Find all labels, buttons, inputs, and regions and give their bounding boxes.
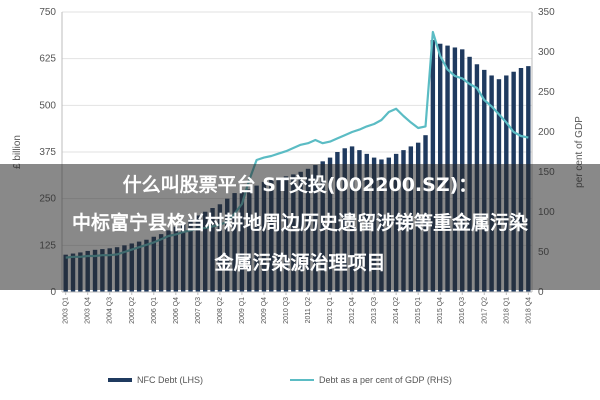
y-tick-label-right: 300 <box>538 47 555 58</box>
x-tick-label: 2017 Q2 <box>481 297 488 324</box>
y-axis-title-right: per cent of GDP <box>574 116 585 188</box>
y-tick-label-left: 625 <box>39 54 56 65</box>
x-tick-label: 2003 Q4 <box>85 297 92 324</box>
x-tick-label: 2009 Q1 <box>239 297 246 324</box>
x-tick-label: 2007 Q3 <box>195 297 202 324</box>
x-tick-label: 2018 Q4 <box>525 297 532 324</box>
headline-line-2: 中标富宁县格当村耕地周边历史遗留涉锑等重金属污染 <box>71 212 528 234</box>
x-tick-label: 2004 Q3 <box>107 297 114 324</box>
x-tick-label: 2015 Q4 <box>437 297 444 324</box>
x-tick-label: 2016 Q3 <box>459 297 466 324</box>
y-tick-label-left: 500 <box>39 100 56 111</box>
x-tick-label: 2013 Q3 <box>371 297 378 324</box>
x-tick-label: 2015 Q1 <box>415 297 422 324</box>
y-tick-label-right: 250 <box>538 87 555 98</box>
y-tick-label-right: 350 <box>538 7 555 18</box>
x-tick-label: 2006 Q1 <box>151 297 158 324</box>
legend-label-bars: NFC Debt (LHS) <box>137 375 203 385</box>
headline-line-1: 什么叫股票平台 ST交投(002200.SZ)： <box>122 174 478 196</box>
legend-label-line: Debt as a per cent of GDP (RHS) <box>319 375 452 385</box>
x-tick-label: 2008 Q2 <box>217 297 224 324</box>
x-tick-label: 2012 Q4 <box>349 297 356 324</box>
headline-overlay[interactable]: 什么叫股票平台 ST交投(002200.SZ)： 中标富宁县格当村耕地周边历史遗… <box>0 164 600 290</box>
x-tick-label: 2005 Q2 <box>129 297 136 324</box>
x-tick-label: 2014 Q2 <box>393 297 400 324</box>
y-tick-label-left: 375 <box>39 147 56 158</box>
x-tick-label: 2009 Q4 <box>261 297 268 324</box>
y-axis-title-left: £ billion <box>12 135 23 169</box>
y-tick-label-right: 200 <box>538 127 555 138</box>
x-tick-label: 2018 Q1 <box>503 297 510 324</box>
x-tick-label: 2011 Q2 <box>305 297 312 323</box>
x-tick-label: 2006 Q4 <box>173 297 180 324</box>
x-tick-label: 2003 Q1 <box>63 297 70 324</box>
x-tick-label: 2012 Q1 <box>327 297 334 324</box>
legend: NFC Debt (LHS) Debt as a per cent of GDP … <box>108 375 452 385</box>
x-tick-label: 2010 Q3 <box>283 297 290 324</box>
y-tick-label-left: 0 <box>50 287 56 298</box>
headline-line-3: 金属污染源治理项目 <box>214 252 386 274</box>
y-tick-label-right: 0 <box>538 287 544 298</box>
y-tick-label-left: 750 <box>39 7 56 18</box>
